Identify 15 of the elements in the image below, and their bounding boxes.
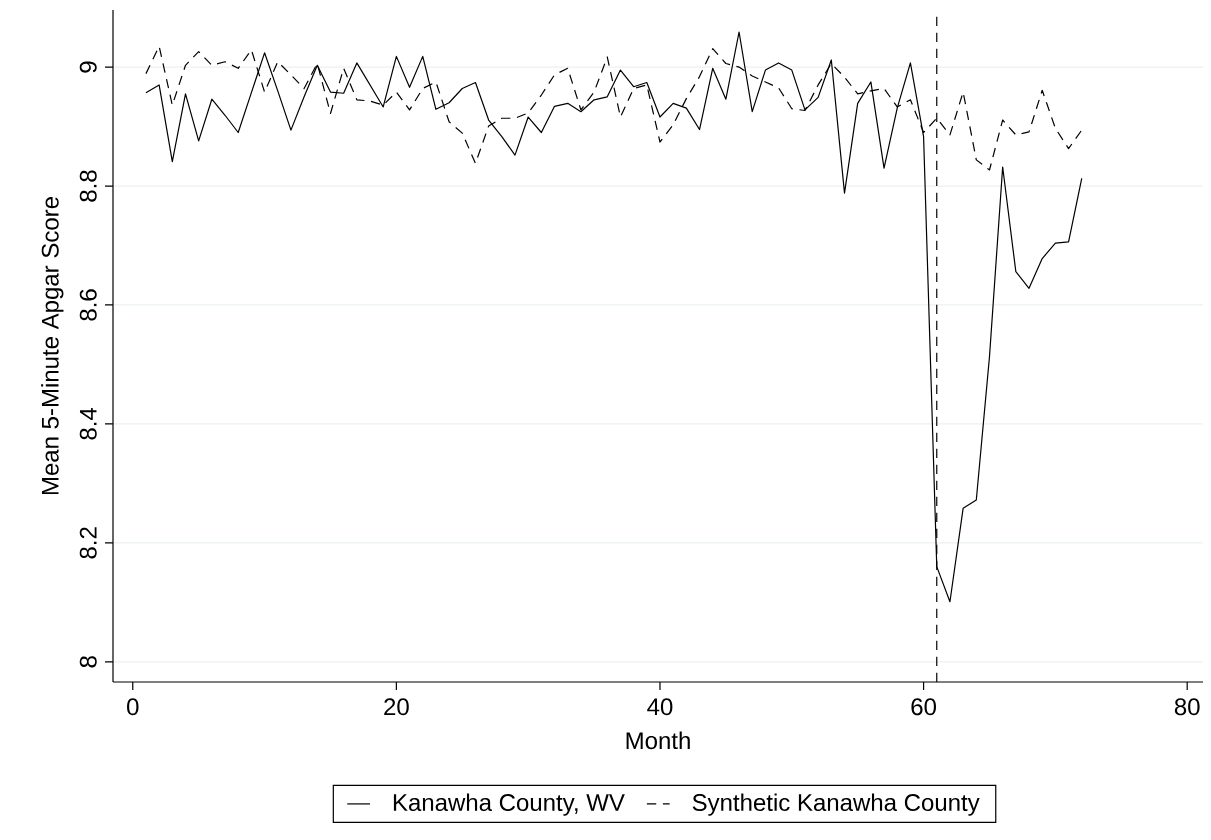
y-tick-label: 8.4 <box>79 407 97 440</box>
y-tick-label: 9 <box>79 61 97 73</box>
y-axis-title: Mean 5-Minute Apgar Score <box>41 197 64 495</box>
legend-label: Kanawha County, WV <box>393 793 625 816</box>
x-tick-label: 0 <box>127 698 139 716</box>
x-tick-label: 60 <box>911 698 936 716</box>
y-tick-label: 8 <box>79 656 97 668</box>
x-tick-label: 80 <box>1174 698 1200 716</box>
x-axis-title: Month <box>626 731 690 750</box>
y-tick-label: 8.2 <box>79 527 97 559</box>
y-tick-label: 8.8 <box>79 170 97 202</box>
x-tick-label: 20 <box>384 698 409 716</box>
x-tick-label: 40 <box>647 698 673 716</box>
y-tick-label: 8.6 <box>79 289 97 321</box>
legend-label: Synthetic Kanawha County <box>692 793 980 816</box>
